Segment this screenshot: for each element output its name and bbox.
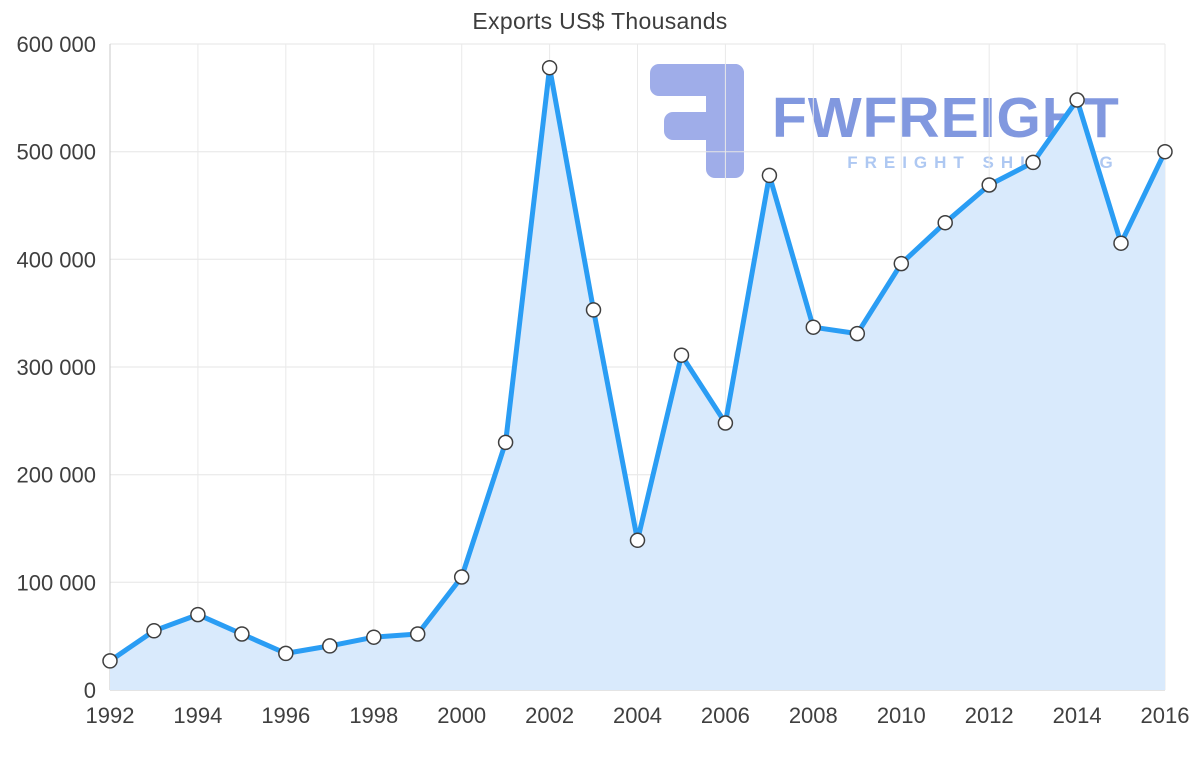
data-point-marker (761, 167, 778, 184)
data-point-marker (1157, 143, 1173, 160)
y-tick-label: 600 000 (16, 32, 96, 57)
data-point-marker (629, 532, 646, 549)
x-tick-label: 1996 (261, 703, 310, 728)
data-point-marker (234, 626, 250, 642)
x-tick-label: 1994 (173, 703, 222, 728)
data-point-marker (497, 434, 514, 451)
data-point-marker (981, 177, 997, 193)
x-tick-label: 2012 (965, 703, 1014, 728)
data-point-marker (190, 606, 206, 623)
data-point-marker (717, 415, 734, 431)
data-point-marker (585, 302, 602, 318)
data-point-marker (849, 325, 866, 342)
x-tick-label: 1998 (349, 703, 398, 728)
x-tick-label: 2008 (789, 703, 838, 728)
y-tick-label: 500 000 (16, 140, 96, 165)
x-tick-label: 2010 (877, 703, 926, 728)
y-tick-label: 300 000 (16, 355, 96, 380)
data-point-marker (1069, 92, 1085, 108)
series-area-fill (110, 67, 1165, 690)
data-point-marker (453, 569, 470, 585)
x-tick-label: 2002 (525, 703, 574, 728)
logo-shape-top-arm (650, 64, 744, 96)
data-point-marker (278, 645, 294, 662)
data-point-marker (937, 214, 953, 231)
data-point-marker (146, 623, 162, 639)
data-point-marker (541, 59, 558, 76)
y-tick-label: 200 000 (16, 463, 96, 488)
y-tick-label: 400 000 (16, 247, 96, 272)
x-tick-label: 2000 (437, 703, 486, 728)
x-tick-label: 2016 (1141, 703, 1190, 728)
data-point-marker (893, 255, 910, 272)
data-point-marker (673, 347, 690, 363)
data-point-marker (366, 629, 382, 645)
data-point-marker (409, 626, 426, 642)
x-tick-label: 2014 (1053, 703, 1102, 728)
data-point-marker (102, 653, 118, 669)
logo-shape-mid-arm (664, 112, 744, 140)
x-tick-label: 1992 (86, 703, 135, 728)
y-tick-label: 100 000 (16, 570, 96, 595)
y-tick-label: 0 (84, 678, 96, 703)
data-point-marker (1025, 154, 1041, 171)
x-tick-label: 2006 (701, 703, 750, 728)
x-tick-label: 2004 (613, 703, 662, 728)
data-point-marker (322, 638, 338, 654)
data-point-marker (1113, 235, 1129, 251)
chart-title: Exports US$ Thousands (472, 8, 728, 34)
data-point-marker (805, 319, 822, 335)
